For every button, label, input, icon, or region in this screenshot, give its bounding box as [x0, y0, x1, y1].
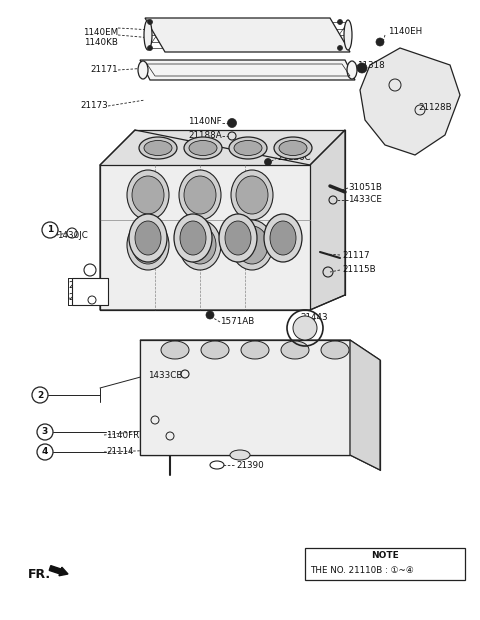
Ellipse shape [234, 141, 262, 156]
Text: 1140NF: 1140NF [188, 118, 222, 126]
Ellipse shape [229, 137, 267, 159]
Polygon shape [100, 130, 345, 165]
Circle shape [264, 159, 272, 166]
Text: 21114: 21114 [106, 448, 133, 456]
Ellipse shape [279, 141, 307, 156]
Polygon shape [140, 340, 350, 455]
Ellipse shape [219, 214, 257, 262]
Ellipse shape [189, 141, 217, 156]
Text: 4: 4 [42, 448, 48, 456]
Text: 21790: 21790 [68, 293, 96, 303]
Ellipse shape [132, 226, 164, 264]
Text: 31051B: 31051B [348, 184, 382, 192]
Text: 21188A: 21188A [188, 130, 222, 140]
Text: 21390: 21390 [236, 461, 264, 469]
Text: 21115B: 21115B [342, 265, 376, 275]
Text: 1571AB: 1571AB [220, 317, 254, 327]
Ellipse shape [129, 214, 167, 262]
Ellipse shape [264, 214, 302, 262]
Text: 21443: 21443 [300, 314, 328, 322]
Ellipse shape [132, 176, 164, 214]
Polygon shape [310, 130, 345, 310]
Ellipse shape [281, 341, 309, 359]
Ellipse shape [184, 226, 216, 264]
Circle shape [206, 311, 214, 319]
Text: 21171: 21171 [90, 66, 118, 74]
Ellipse shape [179, 220, 221, 270]
Polygon shape [140, 60, 355, 80]
Ellipse shape [270, 221, 296, 255]
Text: 2: 2 [37, 391, 43, 399]
Text: 1430JC: 1430JC [57, 231, 88, 239]
Text: 1: 1 [47, 226, 53, 234]
Ellipse shape [180, 221, 206, 255]
Ellipse shape [179, 170, 221, 220]
Ellipse shape [127, 220, 169, 270]
Ellipse shape [347, 61, 357, 79]
Circle shape [32, 387, 48, 403]
Text: 1140FR: 1140FR [106, 430, 139, 440]
Ellipse shape [144, 20, 152, 50]
Polygon shape [350, 340, 380, 470]
Circle shape [37, 444, 53, 460]
Text: 1140EM
1140KB: 1140EM 1140KB [83, 28, 118, 47]
Circle shape [37, 424, 53, 440]
Ellipse shape [236, 176, 268, 214]
Ellipse shape [201, 341, 229, 359]
Circle shape [357, 63, 367, 73]
Ellipse shape [139, 137, 177, 159]
FancyArrow shape [49, 565, 68, 576]
Text: 1433CB: 1433CB [148, 371, 182, 379]
Ellipse shape [135, 221, 161, 255]
Ellipse shape [321, 341, 349, 359]
Ellipse shape [231, 170, 273, 220]
Ellipse shape [127, 170, 169, 220]
Circle shape [293, 316, 317, 340]
Text: 21031: 21031 [68, 280, 96, 290]
Ellipse shape [138, 61, 148, 79]
Ellipse shape [184, 176, 216, 214]
Text: 21128B: 21128B [418, 104, 452, 112]
Circle shape [376, 38, 384, 46]
Polygon shape [140, 340, 380, 360]
Polygon shape [100, 165, 310, 310]
Ellipse shape [230, 450, 250, 460]
Polygon shape [145, 18, 350, 52]
Text: NOTE: NOTE [371, 551, 399, 559]
Ellipse shape [161, 341, 189, 359]
Text: 21117: 21117 [342, 250, 370, 260]
Ellipse shape [144, 141, 172, 156]
Ellipse shape [184, 137, 222, 159]
Text: 1433CE: 1433CE [348, 195, 382, 205]
Polygon shape [72, 278, 108, 305]
Circle shape [337, 19, 343, 25]
Text: 1140EH: 1140EH [388, 27, 422, 37]
Text: 21173: 21173 [80, 102, 108, 110]
Circle shape [228, 118, 237, 128]
Ellipse shape [241, 341, 269, 359]
Circle shape [42, 222, 58, 238]
Ellipse shape [274, 137, 312, 159]
Ellipse shape [344, 20, 352, 50]
Ellipse shape [236, 226, 268, 264]
Text: 3: 3 [42, 428, 48, 436]
FancyBboxPatch shape [305, 548, 465, 580]
Ellipse shape [174, 214, 212, 262]
Text: THE NO. 21110B : ①~④: THE NO. 21110B : ①~④ [310, 566, 414, 575]
Ellipse shape [231, 220, 273, 270]
Circle shape [147, 19, 153, 25]
Text: 11318: 11318 [357, 61, 385, 69]
Text: FR.: FR. [28, 567, 51, 580]
Text: 21126C: 21126C [277, 154, 311, 162]
Polygon shape [360, 48, 460, 155]
Circle shape [147, 45, 153, 50]
Ellipse shape [225, 221, 251, 255]
Circle shape [337, 45, 343, 50]
